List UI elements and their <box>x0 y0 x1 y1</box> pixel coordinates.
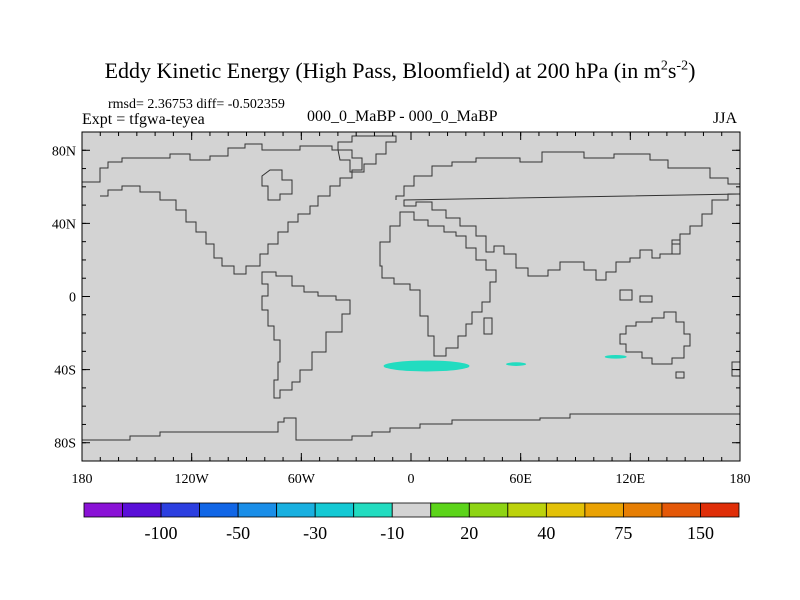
colorbar-box-2 <box>160 502 200 518</box>
colorbar-box-0 <box>83 502 123 518</box>
colorbar-box-9 <box>430 502 470 518</box>
coastline-japan <box>671 239 681 255</box>
colorbar-label-5: 40 <box>537 523 555 543</box>
unit-exponent-2: -2 <box>676 58 689 74</box>
colorbar-label-6: 75 <box>614 523 632 543</box>
colorbar-box-3 <box>199 502 239 518</box>
x-tick-label-4: 60E <box>509 472 532 487</box>
unit-close: ) <box>688 58 696 83</box>
coastline-africa <box>379 211 497 357</box>
anomaly-regions <box>383 354 627 372</box>
coastline-hudson-bay <box>261 169 293 201</box>
season-label: JJA <box>713 110 738 127</box>
x-tick-label-6: 180 <box>730 472 751 487</box>
chart-title-text: Eddy Kinetic Energy (High Pass, Bloomfie… <box>104 58 661 83</box>
colorbar-box-12 <box>545 502 586 518</box>
difference-label: 000_0_MaBP - 000_0_MaBP <box>307 108 498 125</box>
colorbar-box-13 <box>584 502 624 518</box>
y-tick-label-4: 80S <box>54 437 76 452</box>
coastline-tasmania <box>675 371 685 379</box>
colorbar-box-11 <box>507 502 547 518</box>
rmsd-diff-stats: rmsd= 2.36753 diff= -0.502359 <box>108 97 285 112</box>
colorbar-label-2: -30 <box>303 523 327 543</box>
coastline-madagascar <box>483 317 493 335</box>
coastline-antarctica <box>82 413 740 441</box>
y-tick-label-1: 40N <box>52 217 76 232</box>
y-tick-label-2: 0 <box>69 291 76 306</box>
colorbar-box-10 <box>468 502 509 518</box>
colorbar-label-4: 20 <box>460 523 478 543</box>
x-tick-label-0: 180 <box>72 472 93 487</box>
coastline-australia <box>619 311 691 365</box>
colorbar-box-5 <box>276 502 316 518</box>
anomaly-south-indian-negative <box>506 362 527 366</box>
x-tick-label-5: 120E <box>616 472 646 487</box>
map-background <box>82 132 740 461</box>
colorbar-box-1 <box>122 502 162 518</box>
experiment-label: Expt = tfgwa-teyea <box>82 111 205 128</box>
colorbar-box-6 <box>314 502 355 518</box>
colorbar-label-7: 150 <box>687 523 714 543</box>
x-tick-label-1: 120W <box>175 472 210 487</box>
colorbar-label-0: -100 <box>145 523 178 543</box>
axis-ticks: 180 120W 60W 0 60E 120E 180 80N 40N 0 40S 80S <box>52 131 751 487</box>
coastline-south-america <box>261 271 351 399</box>
colorbar: -100 -50 -30 -10 20 40 75 150 <box>83 502 740 543</box>
colorbar-box-4 <box>237 502 278 518</box>
colorbar-box-16 <box>700 502 740 518</box>
colorbar-label-3: -10 <box>380 523 404 543</box>
unit-s: s <box>667 58 677 83</box>
colorbar-box-7 <box>353 502 393 518</box>
colorbar-box-8 <box>391 502 432 518</box>
colorbar-label-1: -50 <box>226 523 250 543</box>
coastline-indonesia <box>619 289 653 303</box>
anomaly-west-australia-negative <box>604 354 627 359</box>
x-tick-label-3: 0 <box>408 472 415 487</box>
anomaly-south-atlantic-negative <box>383 360 470 372</box>
colorbar-box-15 <box>661 502 701 518</box>
x-tick-label-2: 60W <box>288 472 316 487</box>
chart-title: Eddy Kinetic Energy (High Pass, Bloomfie… <box>0 58 800 84</box>
colorbar-box-14 <box>623 502 663 518</box>
coastline-greenland <box>337 135 397 173</box>
coastline-eurasia <box>395 151 741 281</box>
y-tick-label-3: 40S <box>54 364 76 379</box>
y-tick-label-0: 80N <box>52 144 76 159</box>
unit-exponent-1: 2 <box>660 58 668 74</box>
coastline-north-america <box>82 143 363 275</box>
